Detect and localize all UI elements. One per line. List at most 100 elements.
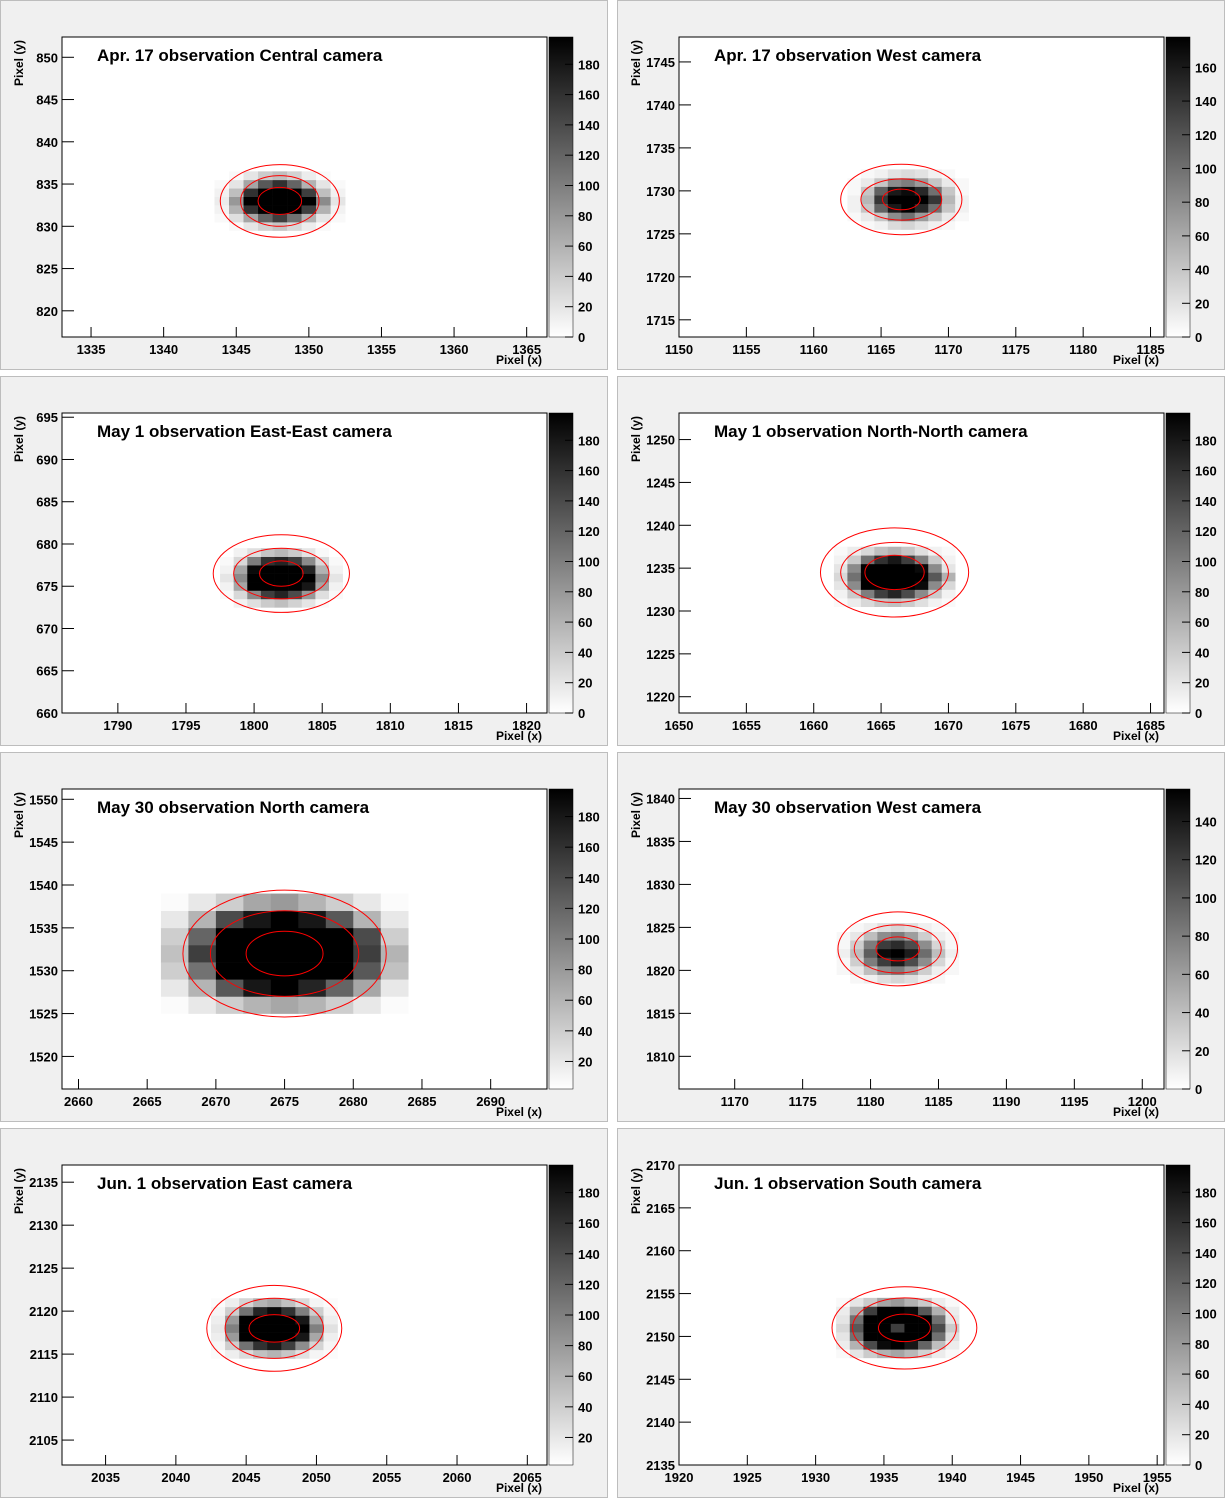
heatmap-cell [211,1306,226,1316]
heatmap-cell [941,203,956,213]
heatmap-cell [281,1324,296,1333]
heatmap-cell [863,957,878,967]
x-axis-title: Pixel (x) [1113,353,1159,367]
heatmap-cell [877,923,892,932]
x-axis-title: Pixel (x) [496,353,542,367]
heatmap-cell [901,169,916,179]
heatmap-cell [211,1324,226,1333]
heatmap-cell [860,555,875,565]
heatmap-cell [836,957,851,967]
heatmap-cell [188,979,217,997]
heatmap-cell [887,212,902,222]
heatmap-cell [353,910,382,929]
heatmap-cell [329,573,343,583]
heatmap-cell [315,548,330,557]
heatmap-cell [887,581,902,590]
heatmap-cell [863,974,878,984]
heatmap-cell [247,556,262,566]
heatmap-cell [160,962,189,980]
colorbar-tick-label: 100 [1195,891,1217,906]
heatmap-cell [287,213,302,223]
heatmap-cell [188,893,217,912]
heatmap-cell [918,1340,933,1350]
heatmap-cell [260,590,275,600]
heatmap-cell [877,1349,892,1359]
colorbar-tick-label: 20 [578,676,592,691]
heatmap-cell [887,220,902,230]
heatmap-cell [877,1340,892,1350]
colorbar-tick-label: 80 [578,209,592,224]
x-tick-label: 1355 [367,342,396,357]
y-tick-label: 820 [36,304,58,319]
x-tick-label: 2065 [513,1470,542,1485]
panel: 1150 1155 1160 1165 1170 1175 1180 1185 1715 1720… [617,0,1225,370]
heatmap-cell [847,177,862,187]
y-tick-label: 2170 [646,1158,675,1173]
colorbar-tick-label: 160 [578,88,600,103]
x-tick-label: 1350 [294,342,323,357]
heatmap-cell [288,573,303,583]
y-tick-label: 660 [36,706,58,721]
heatmap-cell [239,1298,254,1308]
contour [224,1297,324,1359]
heatmap-cell [301,573,316,583]
heatmap-cell [863,1340,878,1350]
heatmap-cell [188,945,217,963]
heatmap-cell [901,598,916,608]
y-tick-label: 2110 [30,1390,58,1405]
heatmap-cell [225,1349,240,1359]
x-tick-label: 2035 [91,1470,120,1485]
heatmap-cell [220,598,234,608]
heatmap-cell [874,581,889,590]
heatmap-cell [329,565,343,574]
heatmap-cell [890,1349,905,1359]
heatmap-cell [945,1332,960,1342]
heatmap-cell [239,1324,254,1333]
heatmap-cell [298,893,327,912]
y-tick-label: 1220 [646,690,675,705]
heatmap-cell [945,966,960,975]
colorbar-tick-label: 120 [1195,853,1217,868]
heatmap-cell [288,582,303,591]
heatmap-cell [325,927,354,946]
y-tick-label: 1535 [29,921,58,936]
heatmap-cell [904,957,919,967]
heatmap-cell [225,1306,240,1316]
heatmap-cell [860,563,875,573]
heatmap-cell [214,179,230,189]
heatmap-cell [904,966,919,975]
heatmap-cell [941,186,956,196]
contour [245,930,324,977]
heatmap-cell [928,195,943,205]
heatmap-cell [874,169,889,179]
y-tick-label: 1250 [646,433,675,448]
heatmap-cell [931,1332,946,1342]
heatmap-cell [863,1332,878,1342]
heatmap-cell [941,546,956,556]
heatmap-cell [295,1324,310,1333]
heatmap-cell [860,598,875,608]
colorbar-tick-label: 20 [1195,1428,1209,1443]
y-tick-label: 2165 [646,1201,675,1216]
y-tick-label: 1225 [646,647,675,662]
y-tick-label: 1735 [646,141,675,156]
x-tick-label: 1335 [77,342,106,357]
y-axis-title: Pixel (y) [629,1168,643,1214]
heatmap-cell [270,945,299,963]
x-tick-label: 1175 [1002,342,1030,357]
heatmap-cell [914,195,929,205]
heatmap-cell [918,931,932,941]
plot-frame [61,36,548,338]
heatmap-cell [253,1298,268,1308]
heatmap-cell [253,1349,268,1359]
x-tick-label: 1170 [934,342,962,357]
heatmap-cell [316,179,331,189]
heatmap-cell [243,979,272,997]
panel: 1335 1340 1345 1350 1355 1360 1365 820 825 830 835… [0,0,608,370]
heatmap-cell [931,957,946,967]
colorbar-tick-label: 80 [578,585,592,600]
heatmap-cell [877,957,892,967]
heatmap-cell [890,1315,905,1324]
heatmap-cell [287,188,302,198]
y-tick-label: 1245 [646,475,675,490]
